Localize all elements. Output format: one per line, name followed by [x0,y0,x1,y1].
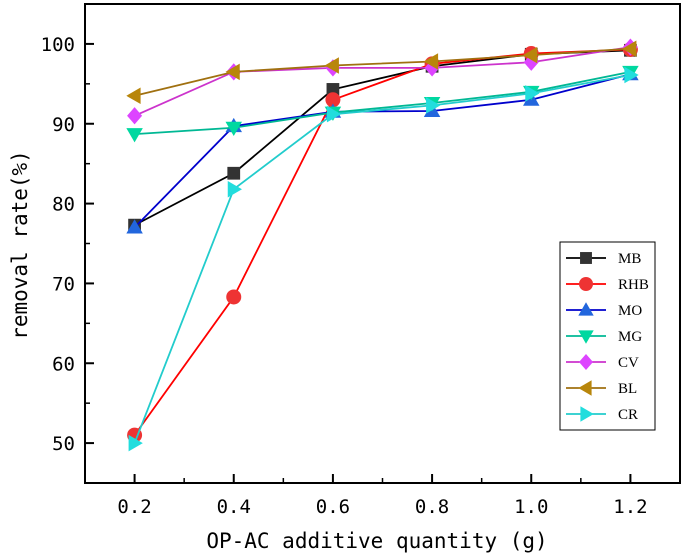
data-point-bl [622,40,637,57]
x-axis-title: OP-AC additive quantity (g) [206,529,547,553]
data-point-cr [525,85,540,102]
series-cr [128,66,639,452]
legend-label-mo: MO [618,303,642,319]
series-line-rhb [133,48,631,436]
legend-item-mb: MB [566,251,641,267]
data-point-bl [225,63,240,81]
series-line-mg [134,70,631,136]
data-point-cv [424,59,440,77]
data-point-rhb [226,289,242,305]
y-tick-label: 70 [52,273,75,295]
series-group [126,38,639,452]
series-line-cv [134,46,631,117]
data-point-cr [227,180,242,198]
legend-label-bl: BL [618,381,637,397]
data-point-mg [126,128,143,143]
x-tick-label: 1.2 [613,496,647,518]
legend-marker-cv [579,353,593,371]
data-point-cr [326,105,342,123]
legend-item-mo: MO [566,302,642,319]
data-point-cr [426,97,441,114]
data-point-cr [128,434,143,452]
x-tick-label: 0.4 [217,496,251,518]
legend-marker-rhb [579,277,593,291]
data-point-mo [126,219,143,234]
data-point-mg [225,121,242,136]
data-point-rhb [325,92,341,108]
data-point-mb [326,83,340,96]
y-tick-label: 90 [52,114,75,136]
y-tick-label: 100 [41,34,75,56]
data-point-bl [324,57,339,74]
y-tick-label: 80 [52,194,75,216]
series-line-mo [133,73,631,229]
legend-marker-mo [578,302,594,316]
data-point-mb [227,166,241,180]
legend-item-cv: CV [566,353,639,371]
x-tick-label: 0.6 [316,496,350,518]
series-line-mb [134,49,631,226]
legend-label-rhb: RHB [618,277,649,293]
series-line-bl [134,47,631,97]
data-point-bl [523,46,538,64]
data-point-cv [127,107,143,125]
legend-item-bl: BL [566,380,637,397]
x-tick-label: 1.0 [514,496,548,518]
x-tick-label: 0.2 [117,496,151,518]
data-point-cr [624,66,639,84]
data-point-bl [126,87,141,105]
legend-item-mg: MG [566,329,642,345]
legend-marker-mb [580,252,592,264]
legend-label-cv: CV [618,355,639,371]
series-line-cr [133,74,631,444]
series-mb [128,43,637,232]
x-tick-label: 0.8 [415,496,449,518]
legend-label-cr: CR [618,407,638,423]
series-mo [126,66,639,234]
y-tick-label: 60 [52,353,75,375]
legend-label-mg: MG [618,329,642,345]
legend-label-mb: MB [618,251,641,267]
data-point-bl [423,53,439,70]
legend-marker-bl [578,380,592,396]
legend-item-rhb: RHB [566,277,649,293]
legend-marker-cr [580,406,594,422]
legend-marker-mg [578,330,594,344]
y-tick-label: 50 [52,433,75,455]
legend: MB RHB MO MG CV BL CR [559,241,656,431]
series-bl [126,40,637,105]
axes: 50 60 70 80 90 100 0.2 0.4 0.6 0.8 1.0 1.2 [41,3,681,518]
y-axis-title: removal rate(%) [8,150,32,340]
legend-item-cr: CR [566,406,638,423]
